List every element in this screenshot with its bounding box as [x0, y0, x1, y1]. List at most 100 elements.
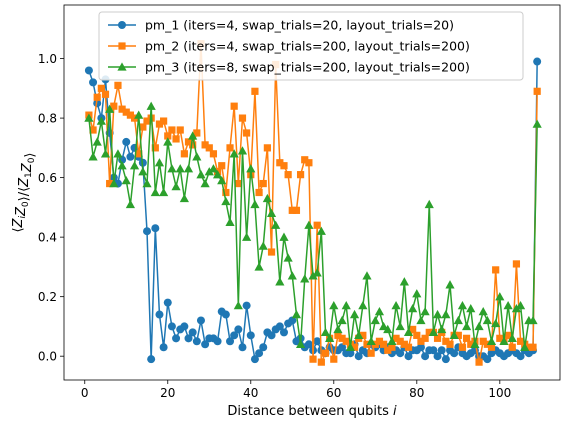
data-point [529, 343, 537, 351]
data-point [121, 175, 131, 185]
data-point [421, 352, 430, 361]
data-point [300, 274, 310, 283]
data-point [491, 318, 501, 328]
data-point [259, 179, 267, 188]
data-point [384, 346, 392, 354]
data-point [441, 309, 451, 319]
data-point [333, 324, 343, 334]
legend: pm_1 (iters=4, swap_trials=20, layout_tr… [98, 11, 524, 81]
data-point [413, 331, 421, 339]
data-point [122, 137, 131, 146]
data-point [396, 337, 404, 345]
data-point [511, 303, 522, 313]
data-point [466, 303, 476, 313]
data-point [151, 224, 160, 233]
data-point [346, 349, 355, 358]
data-point [122, 108, 130, 116]
data-point [329, 300, 339, 310]
data-point [304, 340, 313, 349]
data-point [192, 337, 201, 346]
data-point [196, 170, 206, 179]
data-point [288, 206, 296, 214]
data-point [495, 292, 505, 301]
data-point [482, 315, 492, 325]
data-point [175, 164, 185, 173]
data-point [138, 167, 148, 176]
x-tick-label: 20 [160, 386, 175, 400]
y-tick-label: 0.6 [38, 171, 57, 185]
data-point [330, 355, 338, 363]
series-pm-1 [84, 57, 542, 364]
data-point [242, 232, 252, 241]
data-point [135, 150, 143, 158]
legend-marker [118, 42, 126, 50]
data-point [110, 102, 118, 110]
data-point [217, 175, 227, 185]
data-point [246, 164, 256, 173]
data-point [450, 349, 459, 358]
data-point [250, 355, 259, 364]
data-point [100, 149, 111, 158]
data-point [432, 309, 443, 319]
data-point [309, 355, 317, 363]
data-point [142, 178, 152, 188]
legend-marker [118, 21, 126, 29]
data-point [463, 334, 471, 342]
legend-label: pm_2 (iters=4, swap_trials=200, layout_t… [145, 39, 470, 54]
data-point [221, 310, 230, 319]
data-point [499, 336, 509, 345]
data-point [305, 159, 313, 167]
data-point [193, 129, 201, 137]
data-point [225, 217, 235, 226]
y-axis: 0.0 0.2 0.4 0.6 0.8 1.0 [38, 52, 64, 363]
data-point [163, 298, 172, 307]
data-point [201, 141, 209, 149]
data-point [379, 340, 388, 348]
data-point [234, 325, 243, 334]
data-point [172, 135, 180, 143]
data-point [188, 131, 198, 140]
data-point [147, 355, 156, 364]
data-point [533, 87, 541, 95]
data-point [528, 315, 538, 325]
data-point [362, 271, 372, 280]
data-point [516, 337, 525, 345]
data-point [84, 66, 93, 75]
data-point [442, 337, 450, 345]
data-point [283, 253, 293, 262]
data-point [313, 337, 322, 346]
y-tick-label: 1.0 [38, 52, 57, 66]
data-point [84, 113, 94, 122]
data-point [284, 171, 292, 179]
data-point [97, 84, 105, 92]
data-point [114, 81, 122, 89]
y-tick-label: 0.8 [38, 111, 57, 125]
data-point [208, 164, 219, 173]
x-tick-label: 0 [81, 386, 89, 400]
data-point [308, 271, 318, 280]
data-point [146, 101, 156, 110]
legend-label: pm_1 (iters=4, swap_trials=20, layout_tr… [145, 18, 454, 33]
data-point [301, 156, 309, 164]
data-point [404, 343, 413, 351]
data-point [412, 289, 422, 298]
data-point [404, 352, 413, 361]
data-point [143, 117, 151, 125]
data-point [383, 324, 393, 334]
data-point [230, 331, 239, 340]
data-point [492, 266, 500, 274]
data-point [184, 138, 193, 146]
data-point [416, 315, 426, 325]
data-point [205, 144, 213, 152]
data-point [507, 333, 517, 343]
data-point [159, 343, 168, 352]
data-point [179, 193, 189, 203]
data-point [437, 346, 446, 355]
data-point [163, 137, 173, 146]
data-point [221, 196, 231, 206]
data-point [470, 339, 480, 348]
data-point [88, 152, 98, 161]
data-point [109, 178, 119, 188]
data-point [321, 349, 330, 357]
